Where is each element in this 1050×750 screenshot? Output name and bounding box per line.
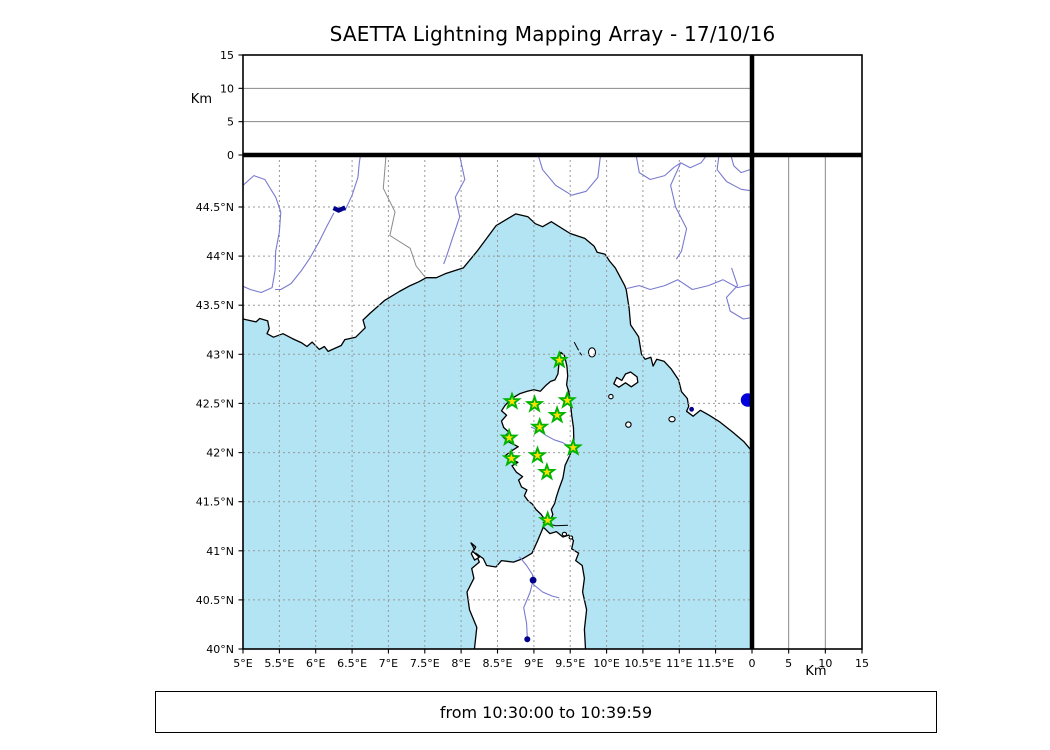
lon-tick-label: 10.5°E [624, 657, 661, 670]
station-marker [502, 391, 522, 410]
station-marker [547, 404, 567, 424]
lon-tick-label: 6.5°E [337, 657, 367, 670]
axis-tick-labels: 5°E 5.5°E 6°E 6.5°E 7°E 7.5°E 8°E 8.5°E 9°E 9.5°E… [196, 49, 869, 670]
station-marker [557, 390, 577, 409]
lat-tick-label: 43°N [206, 348, 234, 361]
map-panel [243, 155, 752, 649]
river [443, 155, 466, 265]
lma-stations [499, 349, 583, 529]
river [275, 212, 335, 291]
country-border [382, 155, 426, 279]
histogram-panel [752, 55, 862, 155]
lon-tick-label: 9.5°E [555, 657, 585, 670]
distance-tick-label: 15 [855, 657, 869, 670]
plot-title: SAETTA Lightning Mapping Array - 17/10/1… [329, 22, 776, 46]
lat-tick-label: 43.5°N [196, 299, 234, 312]
station-marker [527, 445, 548, 464]
station-marker [563, 437, 583, 456]
lat-tick-label: 44°N [206, 250, 234, 263]
lon-tick-label: 11°E [666, 657, 692, 670]
river [730, 155, 752, 174]
lon-tick-label: 6°E [306, 657, 325, 670]
lake [689, 406, 694, 412]
lon-tick-label: 10°E [593, 657, 619, 670]
river [635, 155, 708, 181]
small-island [568, 535, 574, 540]
asinara-island [470, 542, 480, 561]
altitude-latitude-panel [752, 155, 862, 649]
lon-tick-label: 7.5°E [410, 657, 440, 670]
river [716, 155, 752, 192]
river [243, 175, 282, 294]
river [537, 155, 602, 196]
axis-ticks [238, 54, 863, 654]
small-island [587, 347, 597, 358]
river [518, 556, 534, 638]
altitude-tick-label: 10 [220, 82, 234, 95]
small-island [625, 421, 632, 428]
elba-island [613, 371, 639, 388]
lon-tick-label: 8.5°E [483, 657, 513, 670]
lake [529, 576, 537, 584]
lat-tick-label: 41°N [206, 545, 234, 558]
station-marker [529, 416, 550, 436]
shoal-line [579, 352, 583, 356]
lat-tick-label: 40°N [206, 643, 234, 656]
station-marker [499, 427, 519, 447]
station-marker [501, 448, 522, 467]
lat-tick-label: 41.5°N [196, 496, 234, 509]
altitude-tick-label: 0 [227, 149, 234, 162]
time-range-box: from 10:30:00 to 10:39:59 [155, 691, 937, 733]
lake [524, 636, 531, 643]
altitude-tick-label: 5 [227, 116, 234, 129]
station-marker [537, 510, 558, 529]
distance-axis-label: Km [805, 664, 827, 679]
lake-bolsena [740, 393, 752, 407]
station-marker [524, 394, 545, 413]
altitude-axis-label: Km [190, 92, 212, 107]
river [626, 279, 752, 291]
altitude-tick-label: 15 [220, 49, 234, 62]
altitude-panel-gridlines [243, 87, 826, 649]
lon-tick-label: 5°E [233, 657, 252, 670]
lake-serre-poncon [332, 205, 347, 213]
distance-tick-label: 10 [818, 657, 832, 670]
lat-tick-label: 42.5°N [196, 397, 234, 410]
station-marker [537, 461, 557, 481]
small-island [561, 531, 568, 537]
lon-tick-label: 5.5°E [264, 657, 294, 670]
small-island [608, 393, 614, 400]
lat-tick-label: 44.5°N [196, 201, 234, 214]
lon-tick-label: 7°E [379, 657, 398, 670]
distance-tick-label: 5 [785, 657, 792, 670]
lat-tick-label: 42°N [206, 447, 234, 460]
lon-tick-label: 8°E [451, 657, 470, 670]
river [670, 162, 688, 260]
lat-tick-label: 40.5°N [196, 594, 234, 607]
river [344, 155, 362, 212]
small-island [668, 416, 676, 423]
time-range-text: from 10:30:00 to 10:39:59 [439, 702, 653, 722]
plot-frame [242, 54, 863, 650]
river [532, 583, 560, 599]
shoal-line [573, 341, 580, 351]
sardinia [466, 526, 588, 649]
station-marker [549, 349, 569, 369]
river [725, 267, 752, 320]
altitude-longitude-panel [243, 55, 752, 155]
lon-tick-label: 11.5°E [697, 657, 734, 670]
lon-tick-label: 9°E [524, 657, 543, 670]
distance-tick-label: 0 [749, 657, 756, 670]
